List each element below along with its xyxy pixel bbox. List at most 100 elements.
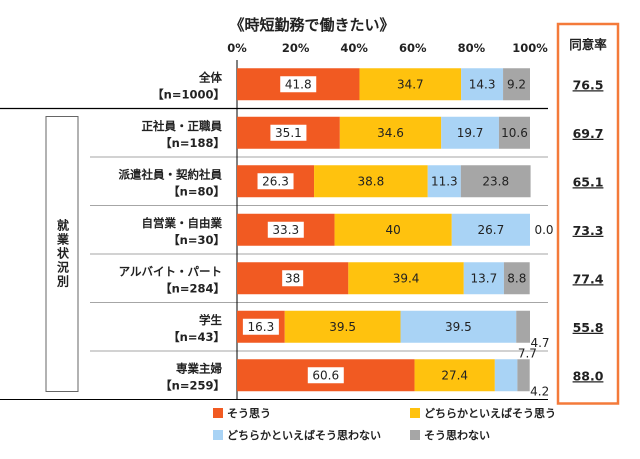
data-label: 34.7 <box>397 77 424 91</box>
agree-rate-value: 55.8 <box>573 320 604 335</box>
separators <box>0 60 548 400</box>
bar-segment <box>461 68 504 101</box>
legend-swatch <box>410 430 420 440</box>
x-tick-label: 0% <box>227 41 247 55</box>
bars: 41.8 34.7 14.3 9.2 35.1 34.6 19.7 10.6 26.3 38.8 1… <box>237 68 554 398</box>
x-tick-label: 100% <box>512 41 548 55</box>
agree-rate-value: 65.1 <box>573 174 604 189</box>
bar-segment <box>517 359 530 392</box>
bar-segment <box>494 359 518 392</box>
bar-segment <box>414 359 495 392</box>
bar-segment <box>348 262 464 295</box>
data-label-box <box>282 270 304 287</box>
bar-segment <box>427 165 461 198</box>
category-count: 【n=259】 <box>160 378 225 392</box>
agree-rate-header: 同意率 <box>569 37 607 52</box>
category-name: 派遣社員・契約社員 <box>119 167 223 181</box>
category-count: 【n=80】 <box>168 184 225 198</box>
bar-segment <box>400 310 517 343</box>
category-name: 正社員・正職員 <box>142 119 223 133</box>
bar-segment <box>334 213 452 246</box>
category-count: 【n=30】 <box>168 233 225 247</box>
data-label: 39.5 <box>329 320 356 334</box>
bar-segment <box>460 165 531 198</box>
data-label-box <box>307 367 344 384</box>
legend-label: そう思わない <box>424 429 490 442</box>
bar-segment <box>503 68 530 101</box>
group-label-box <box>45 116 79 392</box>
legend-swatch <box>213 408 223 418</box>
category-name: アルバイト・パート <box>119 264 222 278</box>
category-name: 学生 <box>199 313 222 327</box>
data-label: 13.7 <box>470 271 497 285</box>
category-count: 【n=43】 <box>168 330 225 344</box>
category-count: 【n=1000】 <box>152 87 225 101</box>
x-axis-ticks: 0% 20% 40% 60% 80% 100% <box>227 41 548 55</box>
bar-segment <box>284 310 401 343</box>
bar-segment <box>441 116 499 149</box>
data-label: 39.5 <box>445 320 472 334</box>
data-label: 60.6 <box>312 368 339 382</box>
agree-rate-value: 73.3 <box>573 223 604 238</box>
legend-label: どちらかといえばそう思わない <box>227 428 381 442</box>
data-label: 35.1 <box>275 126 302 140</box>
data-label: 4.2 <box>530 384 549 398</box>
data-label: 38 <box>285 271 300 285</box>
data-label: 19.7 <box>457 126 484 140</box>
category-count: 【n=284】 <box>160 281 225 295</box>
data-label: 26.7 <box>478 223 505 237</box>
x-tick-label: 40% <box>340 41 368 55</box>
data-label: 34.6 <box>377 126 404 140</box>
data-label: 14.3 <box>469 77 496 91</box>
x-tick-label: 80% <box>458 41 486 55</box>
data-label-box <box>257 173 294 190</box>
data-label: 33.3 <box>272 223 299 237</box>
chart-title: 《時短勤務で働きたい》 <box>229 16 394 34</box>
bar-segment <box>314 165 428 198</box>
bar-segment <box>498 116 530 149</box>
bar-segment <box>451 213 530 246</box>
data-label: 38.8 <box>358 174 385 188</box>
x-tick-label: 20% <box>282 41 310 55</box>
bar-segment <box>503 262 530 295</box>
data-label: 26.3 <box>262 174 289 188</box>
agree-rate-value: 88.0 <box>573 368 604 383</box>
x-tick-label: 60% <box>399 41 427 55</box>
data-label: 11.3 <box>431 174 458 188</box>
group-label: 就業状況別 <box>45 116 79 392</box>
data-label: 39.4 <box>393 271 420 285</box>
bar-segment <box>359 68 462 101</box>
data-label: 41.8 <box>285 77 312 91</box>
bar-segment <box>339 116 442 149</box>
agree-rate-value: 77.4 <box>573 271 604 286</box>
data-label-box <box>270 124 307 141</box>
agree-rate-column: 同意率 76.5 69.7 65.1 73.3 77.4 55.8 88.0 <box>556 22 620 405</box>
agree-rate-box <box>556 22 620 405</box>
data-label: 40 <box>386 223 401 237</box>
data-label-box <box>242 318 279 335</box>
data-label-box <box>280 76 317 93</box>
legend-label: どちらかといえばそう思う <box>424 406 556 420</box>
data-label: 7.7 <box>518 346 537 360</box>
data-label: 23.8 <box>482 174 509 188</box>
data-label: 9.2 <box>507 77 526 91</box>
category-name: 全体 <box>198 70 222 84</box>
agree-rate-value: 69.7 <box>573 126 604 141</box>
agree-rate-value: 76.5 <box>573 77 604 92</box>
category-count: 【n=188】 <box>160 136 225 150</box>
legend-swatch <box>213 430 223 440</box>
category-name: 自営業・自由業 <box>142 216 223 230</box>
data-label: 27.4 <box>441 368 468 382</box>
data-label: 4.7 <box>530 336 549 350</box>
data-label: 10.6 <box>501 126 528 140</box>
group-label-text: 就業状況別 <box>56 218 70 289</box>
legend-swatch <box>410 408 420 418</box>
data-label: 16.3 <box>248 320 275 334</box>
category-name: 専業主婦 <box>176 361 222 375</box>
bar-segment <box>516 310 530 343</box>
data-label: 0.0 <box>534 223 553 237</box>
data-label: 8.8 <box>507 271 526 285</box>
bar-segment <box>463 262 504 295</box>
category-labels: 全体【n=1000】正社員・正職員【n=188】派遣社員・契約社員【n=80】自… <box>119 70 226 392</box>
